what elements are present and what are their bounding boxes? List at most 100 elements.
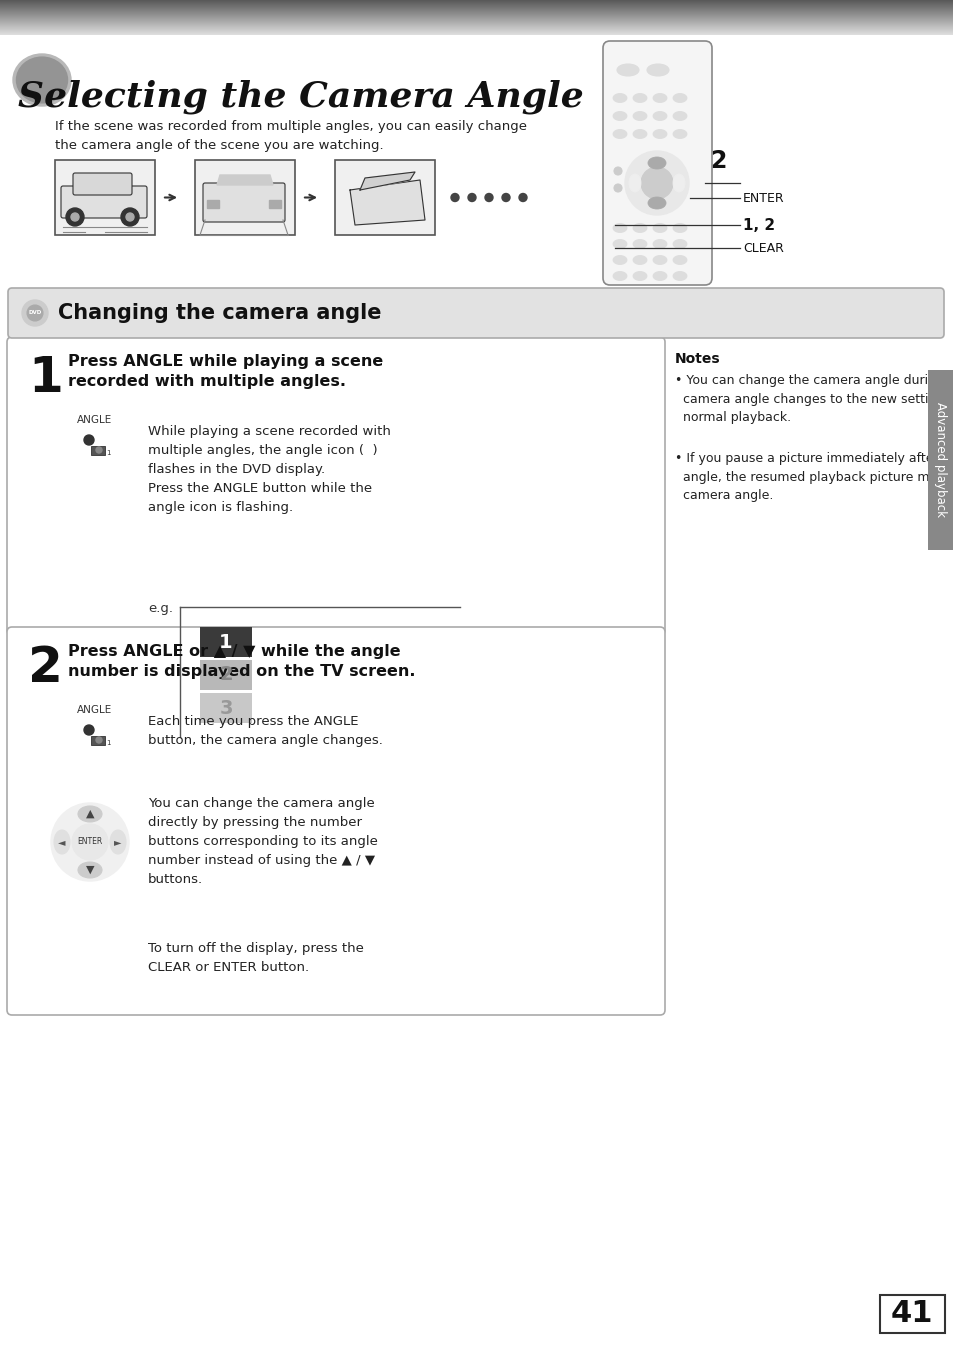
- Bar: [269, 200, 281, 208]
- Text: To turn off the display, press the
CLEAR or ENTER button.: To turn off the display, press the CLEAR…: [148, 942, 363, 975]
- FancyBboxPatch shape: [61, 186, 147, 218]
- Text: DVD: DVD: [29, 310, 42, 315]
- Ellipse shape: [75, 720, 115, 749]
- FancyBboxPatch shape: [8, 288, 943, 338]
- Circle shape: [451, 194, 458, 201]
- Circle shape: [624, 151, 688, 214]
- Ellipse shape: [613, 112, 626, 120]
- Text: Press ANGLE or ▲ / ▼ while the angle
number is displayed on the TV screen.: Press ANGLE or ▲ / ▼ while the angle num…: [68, 644, 416, 679]
- Circle shape: [96, 448, 102, 453]
- Text: ENTER: ENTER: [742, 191, 783, 205]
- Polygon shape: [359, 173, 415, 190]
- Ellipse shape: [78, 861, 102, 878]
- FancyBboxPatch shape: [7, 337, 664, 635]
- Bar: [200, 661, 252, 690]
- Text: ▲: ▲: [86, 809, 94, 820]
- Ellipse shape: [78, 806, 102, 822]
- Text: If the scene was recorded from multiple angles, you can easily change
the camera: If the scene was recorded from multiple …: [55, 120, 526, 152]
- Circle shape: [66, 208, 84, 226]
- Circle shape: [614, 183, 621, 191]
- Text: Press ANGLE while playing a scene
recorded with multiple angles.: Press ANGLE while playing a scene record…: [68, 355, 383, 388]
- Circle shape: [640, 167, 672, 200]
- Ellipse shape: [633, 93, 646, 102]
- Ellipse shape: [613, 271, 626, 280]
- Ellipse shape: [110, 830, 126, 855]
- FancyBboxPatch shape: [7, 627, 664, 1015]
- Ellipse shape: [13, 54, 71, 106]
- Text: ►: ►: [114, 837, 122, 847]
- Ellipse shape: [672, 224, 686, 232]
- Text: 41: 41: [890, 1299, 932, 1329]
- Circle shape: [121, 208, 139, 226]
- Ellipse shape: [613, 240, 626, 248]
- Circle shape: [84, 435, 94, 445]
- Bar: [55, 160, 154, 235]
- Bar: [91, 736, 105, 745]
- Circle shape: [484, 194, 493, 201]
- Ellipse shape: [652, 112, 666, 120]
- Ellipse shape: [16, 57, 68, 102]
- Bar: [335, 160, 435, 235]
- Bar: [200, 627, 252, 656]
- Text: 1: 1: [106, 740, 111, 745]
- Ellipse shape: [613, 256, 626, 264]
- Text: CLEAR: CLEAR: [742, 241, 783, 255]
- Ellipse shape: [652, 224, 666, 232]
- Text: e.g.: e.g.: [148, 603, 172, 615]
- Circle shape: [27, 305, 43, 321]
- Ellipse shape: [633, 129, 646, 139]
- Bar: [91, 446, 105, 456]
- FancyBboxPatch shape: [73, 173, 132, 195]
- Text: While playing a scene recorded with
multiple angles, the angle icon (  )
flashes: While playing a scene recorded with mult…: [148, 425, 391, 514]
- Ellipse shape: [633, 271, 646, 280]
- FancyBboxPatch shape: [203, 183, 285, 222]
- Text: • If you pause a picture immediately after changing a camera
  angle, the resume: • If you pause a picture immediately aft…: [675, 452, 953, 501]
- Ellipse shape: [51, 803, 129, 882]
- Circle shape: [71, 213, 79, 221]
- Text: ◄: ◄: [58, 837, 66, 847]
- Text: 1: 1: [219, 632, 233, 651]
- Text: Advanced playback: Advanced playback: [934, 403, 946, 518]
- Ellipse shape: [652, 256, 666, 264]
- Ellipse shape: [613, 93, 626, 102]
- Circle shape: [96, 737, 102, 743]
- Text: ▼: ▼: [86, 865, 94, 875]
- Ellipse shape: [633, 224, 646, 232]
- Text: 1: 1: [28, 355, 63, 402]
- Ellipse shape: [628, 174, 640, 191]
- Ellipse shape: [633, 112, 646, 120]
- Text: 1, 2: 1, 2: [742, 217, 774, 232]
- Ellipse shape: [647, 156, 665, 168]
- Ellipse shape: [672, 256, 686, 264]
- Circle shape: [614, 167, 621, 175]
- Ellipse shape: [652, 93, 666, 102]
- Text: 3: 3: [219, 698, 233, 717]
- Bar: [207, 200, 219, 208]
- Ellipse shape: [633, 240, 646, 248]
- Ellipse shape: [672, 93, 686, 102]
- Text: Each time you press the ANGLE
button, the camera angle changes.: Each time you press the ANGLE button, th…: [148, 714, 382, 747]
- Circle shape: [501, 194, 510, 201]
- Ellipse shape: [672, 112, 686, 120]
- Ellipse shape: [652, 271, 666, 280]
- Text: ANGLE: ANGLE: [77, 415, 112, 425]
- Bar: [200, 693, 252, 723]
- Ellipse shape: [672, 271, 686, 280]
- Text: 2: 2: [219, 666, 233, 685]
- Polygon shape: [350, 181, 424, 225]
- Ellipse shape: [633, 256, 646, 264]
- Circle shape: [71, 824, 108, 860]
- Circle shape: [518, 194, 526, 201]
- Text: 2: 2: [709, 150, 725, 173]
- Bar: [879, 1295, 944, 1333]
- Text: Changing the camera angle: Changing the camera angle: [58, 303, 381, 324]
- Circle shape: [22, 301, 48, 326]
- Bar: [927, 369, 953, 550]
- Text: • You can change the camera angle during still playback. The
  camera angle chan: • You can change the camera angle during…: [675, 373, 953, 425]
- Ellipse shape: [652, 129, 666, 139]
- Ellipse shape: [75, 430, 115, 460]
- Ellipse shape: [54, 830, 70, 855]
- Circle shape: [126, 213, 133, 221]
- Ellipse shape: [647, 197, 665, 209]
- Text: 2: 2: [28, 644, 63, 692]
